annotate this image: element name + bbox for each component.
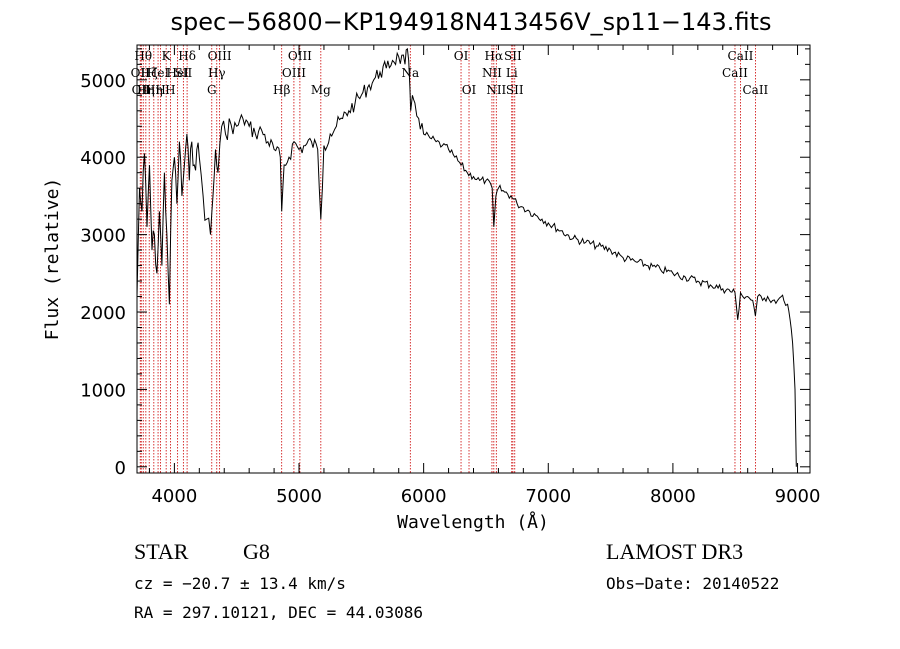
line-marker-label: H: [155, 83, 165, 97]
line-marker-label: HeI: [166, 66, 189, 80]
line-marker-layer: [139, 45, 756, 473]
survey-name: LAMOST DR3: [606, 539, 744, 564]
line-marker-label: Hδ: [178, 49, 196, 63]
line-marker-label: K: [162, 49, 172, 63]
line-marker-label: SII: [504, 49, 522, 63]
line-marker-label: H: [165, 83, 175, 97]
y-tick-label: 1000: [80, 380, 126, 401]
line-marker-label: Hγ: [208, 66, 226, 80]
y-tick-label: 0: [115, 458, 126, 479]
line-label-layer: OIIOIIHθHηHζHηHeIHKHHeIHδSIIGHγOIIIHβOII…: [131, 49, 769, 97]
line-marker-label: NII: [486, 83, 506, 97]
line-marker-label: Hα: [485, 49, 504, 63]
line-marker-label: NII: [482, 66, 502, 80]
x-tick-label: 4000: [151, 486, 197, 507]
x-tick-label: 9000: [775, 486, 821, 507]
redshift-value: cz = −20.7 ± 13.4 km/s: [134, 574, 346, 593]
line-marker-label: G: [207, 83, 217, 97]
line-marker-label: Hβ: [273, 83, 290, 97]
coordinates: RA = 297.10121, DEC = 44.03086: [134, 603, 423, 622]
x-axis-label: Wavelength (Å): [397, 511, 549, 533]
line-marker-label: Li: [506, 66, 518, 80]
chart-title: spec−56800−KP194918N413456V_sp11−143.fit…: [171, 8, 772, 36]
line-marker-label: SII: [175, 66, 193, 80]
y-tick-label: 2000: [80, 303, 126, 324]
axis-ticks: 4000 5000 6000 7000 8000 9000 0 1000 2000 3000 400…: [80, 45, 820, 507]
line-marker-label: Hθ: [134, 49, 152, 63]
line-marker-label: OIII: [288, 49, 312, 63]
subclass: G8: [243, 539, 270, 564]
plot-frame: [136, 44, 811, 474]
line-marker-label: Hη: [137, 83, 155, 97]
x-tick-label: 7000: [525, 486, 571, 507]
x-tick-label: 5000: [276, 486, 322, 507]
line-marker-label: OI: [454, 49, 469, 63]
x-tick-label: 8000: [650, 486, 696, 507]
line-marker-label: CaII: [722, 66, 748, 80]
line-marker-label: CaII: [742, 83, 768, 97]
line-marker-label: Na: [401, 66, 419, 80]
y-tick-label: 3000: [80, 226, 126, 247]
line-marker-label: OII: [131, 66, 151, 80]
line-marker-label: Mg: [311, 83, 331, 97]
x-tick-label: 6000: [401, 486, 447, 507]
line-marker-label: OIII: [282, 66, 306, 80]
line-marker-label: CaII: [728, 49, 754, 63]
y-axis-label: Flux (relative): [42, 178, 63, 341]
line-marker-label: OIII: [208, 49, 232, 63]
line-marker-label: HeI: [147, 66, 170, 80]
line-marker-label: OI: [462, 83, 477, 97]
obs-date: Obs−Date: 20140522: [606, 574, 780, 593]
y-tick-label: 5000: [80, 71, 126, 92]
flux-series-line: [136, 47, 797, 467]
line-marker-label: Hζ: [141, 66, 158, 80]
line-marker-label: Hη: [145, 83, 163, 97]
line-marker-label: OII: [132, 83, 152, 97]
line-marker-label: SII: [506, 83, 524, 97]
object-class: STAR: [134, 539, 189, 564]
y-tick-label: 4000: [80, 148, 126, 169]
